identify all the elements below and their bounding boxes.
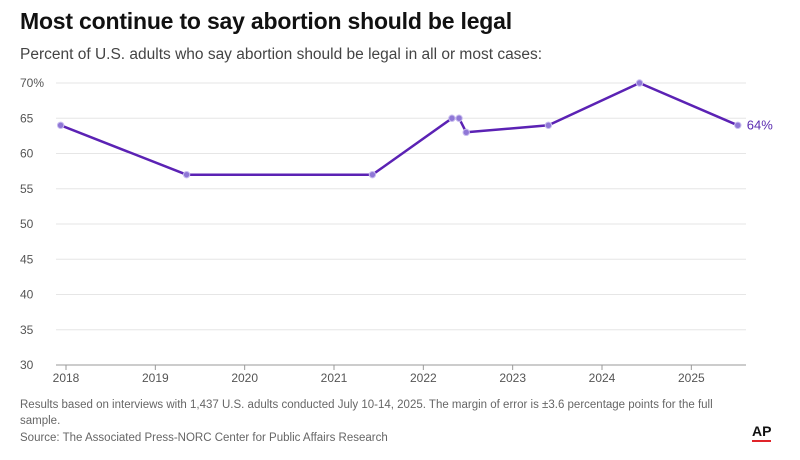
data-point — [368, 170, 377, 179]
y-tick-label: 55 — [20, 182, 34, 196]
chart-title: Most continue to say abortion should be … — [20, 8, 512, 34]
y-tick-label: 60 — [20, 147, 34, 161]
y-tick-label: 40 — [20, 288, 34, 302]
ap-logo: AP — [752, 424, 772, 442]
data-point — [635, 79, 644, 87]
y-tick-label: 50 — [20, 217, 34, 231]
data-point — [448, 114, 456, 122]
x-tick-label: 2021 — [321, 371, 348, 385]
source-note: Source: The Associated Press-NORC Center… — [20, 432, 388, 444]
series-line — [59, 81, 740, 176]
grid-layer — [56, 82, 746, 366]
x-tick-label: 2018 — [53, 371, 80, 385]
x-tick-label: 2019 — [142, 371, 169, 385]
series-layer: 64% — [56, 79, 773, 179]
x-tick-label: 2025 — [678, 371, 705, 385]
data-point — [462, 128, 470, 137]
y-tick-label: 45 — [20, 252, 34, 266]
data-point — [544, 121, 553, 130]
x-tick-label: 2020 — [231, 371, 258, 385]
footnote: Results based on interviews with 1,437 U… — [20, 399, 713, 427]
y-tick-label: 65 — [20, 111, 34, 125]
end-value-label: 64% — [747, 117, 773, 132]
y-tick-label: 70% — [20, 76, 44, 90]
x-tick-label: 2024 — [589, 371, 616, 385]
x-tick-label: 2022 — [410, 371, 437, 385]
x-tick-label: 2023 — [499, 371, 526, 385]
y-tick-label: 30 — [20, 358, 34, 372]
data-point — [182, 170, 191, 179]
data-point — [455, 114, 463, 122]
chart-subtitle: Percent of U.S. adults who say abortion … — [20, 46, 543, 63]
y-tick-label: 35 — [20, 323, 34, 337]
x-axis: 2018 2019 2020 2021 2022 2023 2024 2025 — [53, 365, 705, 385]
data-point — [734, 121, 742, 130]
data-point — [56, 121, 65, 130]
y-axis: 70% 65 60 55 50 45 40 35 30 — [20, 76, 44, 372]
